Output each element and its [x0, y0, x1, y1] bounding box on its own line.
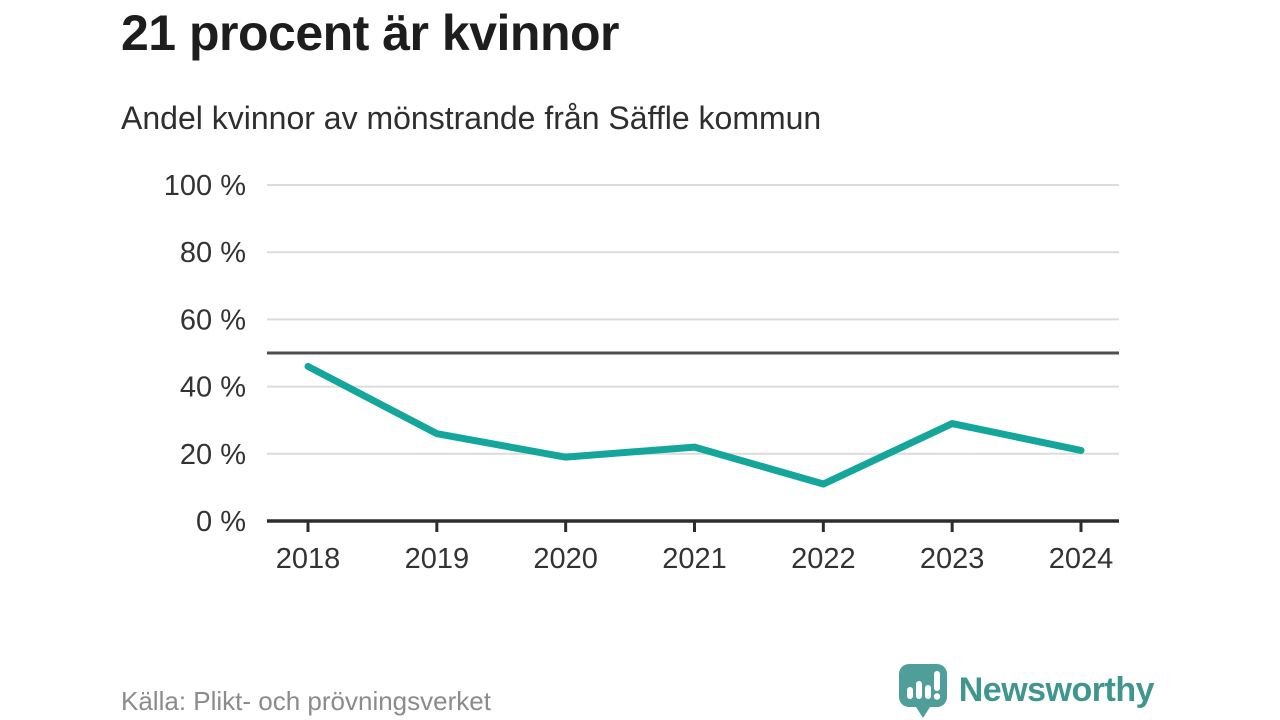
x-tick-label: 2024 [1049, 543, 1114, 575]
x-tick-label: 2022 [791, 543, 856, 575]
chart-subtitle: Andel kvinnor av mönstrande från Säffle … [121, 100, 822, 136]
x-tick-label: 2021 [662, 543, 727, 575]
brand-lockup: Newsworthy [897, 662, 1155, 719]
logo-bar-2 [915, 681, 922, 699]
line-chart-svg: 2018 2019 2020 2021 2022 2023 2024 0 % 20 % 40 % 6… [164, 170, 1119, 575]
logo-bar-1 [906, 687, 913, 699]
chart-title: 21 procent är kvinnor [121, 5, 620, 61]
y-tick-label: 20 % [180, 439, 246, 471]
logo-bar-3 [924, 685, 931, 699]
source-note: Källa: Plikt- och prövningsverket [121, 686, 491, 716]
speech-bubble-shape [898, 664, 947, 718]
x-tick-label: 2018 [276, 543, 341, 575]
y-tick-label: 0 % [196, 506, 246, 538]
y-tick-label: 60 % [180, 304, 246, 336]
y-tick-label: 40 % [180, 372, 246, 404]
logo-exclamation-dot [933, 693, 940, 700]
brand-name: Newsworthy [958, 671, 1155, 709]
y-tick-label: 80 % [180, 237, 246, 269]
x-tick-label: 2020 [533, 543, 598, 575]
logo-exclamation-stem [933, 671, 940, 691]
data-line [304, 362, 1085, 488]
newsworthy-logo-icon [897, 662, 949, 719]
y-tick-label: 100 % [164, 170, 246, 202]
x-tick-label: 2023 [920, 543, 985, 575]
x-tick-label: 2019 [405, 543, 470, 575]
